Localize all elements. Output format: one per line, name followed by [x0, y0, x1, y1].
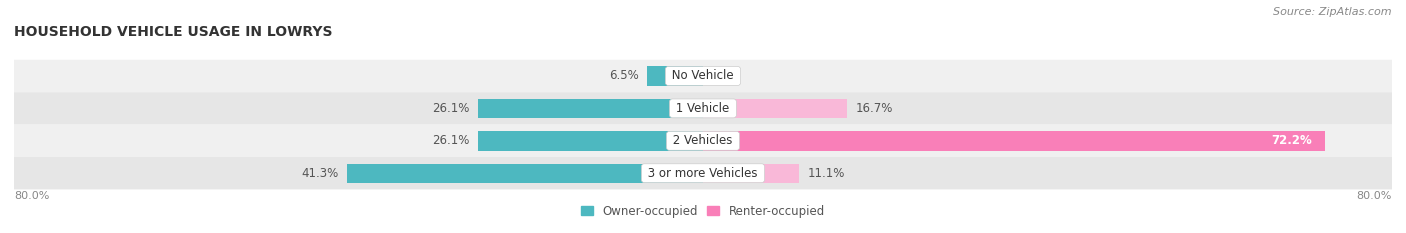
Text: 26.1%: 26.1% — [432, 102, 470, 115]
FancyBboxPatch shape — [14, 92, 1392, 125]
FancyBboxPatch shape — [14, 157, 1392, 189]
Bar — [647, 66, 703, 86]
Legend: Owner-occupied, Renter-occupied: Owner-occupied, Renter-occupied — [581, 205, 825, 218]
Text: 80.0%: 80.0% — [14, 191, 49, 201]
Text: 0.0%: 0.0% — [711, 69, 741, 82]
FancyBboxPatch shape — [14, 60, 1392, 92]
Text: 2 Vehicles: 2 Vehicles — [669, 134, 737, 147]
Bar — [703, 164, 799, 183]
Text: 72.2%: 72.2% — [1271, 134, 1312, 147]
Bar — [478, 131, 703, 151]
Text: 11.1%: 11.1% — [807, 167, 845, 180]
Text: 16.7%: 16.7% — [855, 102, 893, 115]
Text: No Vehicle: No Vehicle — [668, 69, 738, 82]
Text: HOUSEHOLD VEHICLE USAGE IN LOWRYS: HOUSEHOLD VEHICLE USAGE IN LOWRYS — [14, 25, 333, 39]
Text: Source: ZipAtlas.com: Source: ZipAtlas.com — [1274, 7, 1392, 17]
Text: 80.0%: 80.0% — [1357, 191, 1392, 201]
Text: 6.5%: 6.5% — [609, 69, 638, 82]
Text: 1 Vehicle: 1 Vehicle — [672, 102, 734, 115]
Text: 3 or more Vehicles: 3 or more Vehicles — [644, 167, 762, 180]
Text: 41.3%: 41.3% — [301, 167, 339, 180]
Bar — [347, 164, 703, 183]
FancyBboxPatch shape — [14, 125, 1392, 157]
Text: 26.1%: 26.1% — [432, 134, 470, 147]
Bar — [478, 99, 703, 118]
Bar — [703, 99, 846, 118]
Bar — [703, 131, 1324, 151]
